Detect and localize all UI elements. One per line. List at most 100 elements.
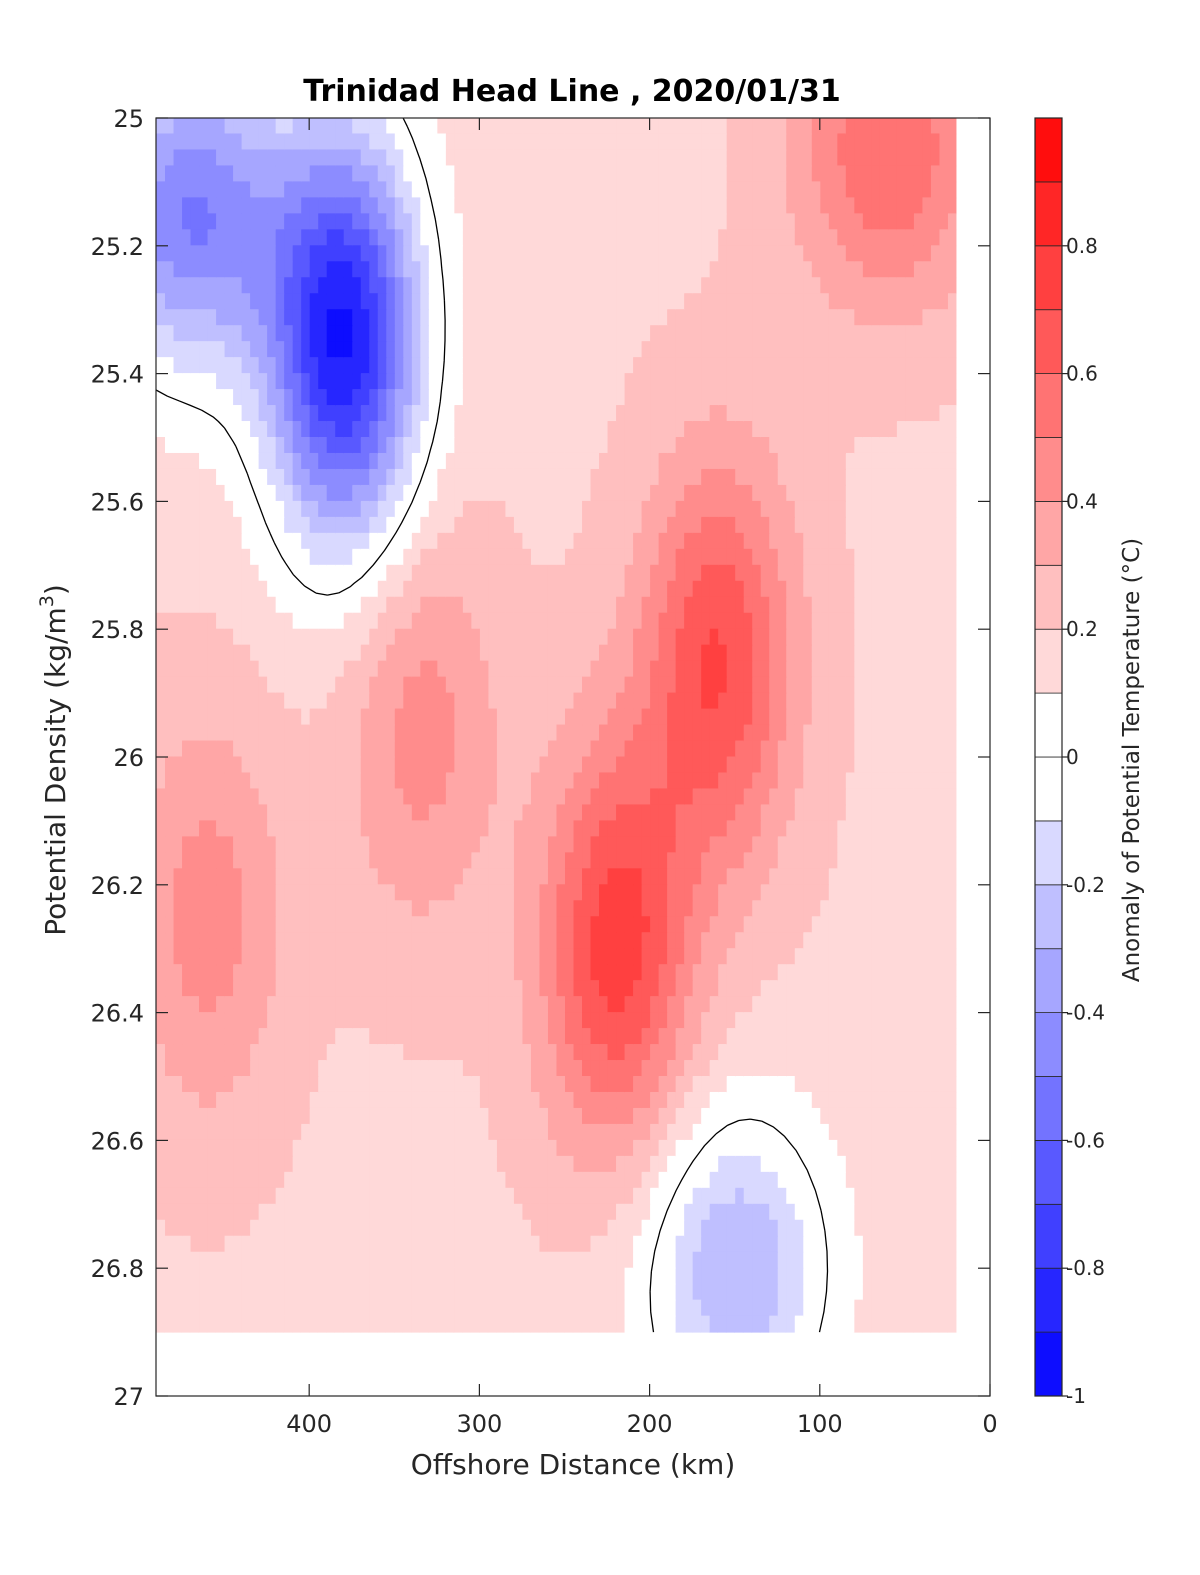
field-cell <box>632 1283 642 1301</box>
field-cell <box>487 692 497 710</box>
field-cell <box>870 772 880 790</box>
field-cell <box>946 532 957 550</box>
field-cell <box>725 1076 736 1093</box>
field-cell <box>504 804 514 822</box>
field-cell <box>512 692 523 710</box>
field-cell <box>444 277 455 295</box>
field-cell <box>487 468 497 486</box>
field-cell <box>504 181 514 199</box>
field-cell <box>725 948 736 966</box>
field-cell <box>546 820 557 838</box>
field-cell <box>751 181 761 199</box>
field-cell <box>836 548 846 566</box>
field-cell <box>555 165 565 183</box>
field-cell <box>861 948 872 966</box>
field-cell <box>717 1107 727 1125</box>
field-cell <box>529 1267 540 1285</box>
field-cell <box>606 1235 617 1253</box>
field-cell <box>615 341 625 359</box>
field-cell <box>853 532 863 550</box>
field-cell <box>615 1267 625 1285</box>
field-cell <box>700 437 710 454</box>
field-cell <box>938 293 948 311</box>
field-cell <box>478 628 489 646</box>
field-cell <box>785 197 795 215</box>
field-cell <box>521 1171 531 1189</box>
field-cell <box>623 1315 634 1333</box>
field-cell <box>674 756 685 774</box>
field-cell <box>487 1091 497 1109</box>
field-cell <box>844 1315 855 1333</box>
field-cell <box>546 1028 557 1046</box>
field-cell <box>495 277 506 295</box>
field-cell <box>844 900 855 918</box>
field-cell <box>683 580 693 598</box>
field-cell <box>623 389 634 407</box>
field-cell <box>895 900 906 918</box>
field-cell <box>904 1123 914 1141</box>
field-cell <box>759 1139 770 1157</box>
temperature-anomaly-field <box>156 118 957 1333</box>
field-cell <box>768 197 778 215</box>
field-cell <box>895 133 906 151</box>
field-cell <box>495 948 506 966</box>
field-cell <box>657 996 668 1014</box>
field-cell <box>436 325 446 343</box>
field-cell <box>844 1267 855 1285</box>
field-cell <box>802 868 812 886</box>
field-cell <box>674 1267 685 1285</box>
field-cell <box>674 820 685 838</box>
field-cell <box>649 229 659 247</box>
field-cell <box>419 644 429 662</box>
field-cell <box>827 213 838 231</box>
field-cell <box>555 277 565 295</box>
field-cell <box>615 596 625 614</box>
field-cell <box>742 676 753 694</box>
field-cell <box>683 548 693 566</box>
field-cell <box>632 452 642 470</box>
field-cell <box>725 452 736 470</box>
field-cell <box>768 468 778 486</box>
field-cell <box>606 468 617 486</box>
field-cell <box>436 548 446 566</box>
field-cell <box>810 452 821 470</box>
field-cell <box>844 948 855 966</box>
field-cell <box>615 708 625 726</box>
field-cell <box>904 1076 914 1093</box>
field-cell <box>555 516 565 534</box>
field-cell <box>853 628 863 646</box>
field-cell <box>768 1299 778 1317</box>
field-cell <box>734 612 744 630</box>
field-cell <box>512 1267 523 1285</box>
field-cell <box>495 421 506 438</box>
field-cell <box>649 836 659 854</box>
field-cell <box>453 500 463 518</box>
field-cell <box>470 1283 480 1301</box>
field-cell <box>725 628 736 646</box>
field-cell <box>504 1076 514 1093</box>
field-cell <box>734 644 744 662</box>
field-cell <box>563 916 574 934</box>
field-cell <box>504 628 514 646</box>
field-cell <box>734 149 744 167</box>
field-cell <box>853 836 863 854</box>
field-cell <box>717 437 727 454</box>
field-cell <box>436 500 446 518</box>
field-cell <box>563 1155 574 1173</box>
field-cell <box>402 452 412 470</box>
field-cell <box>563 804 574 822</box>
field-cell <box>793 421 804 438</box>
field-cell <box>649 149 659 167</box>
field-cell <box>844 229 855 247</box>
field-cell <box>802 1107 812 1125</box>
field-cell <box>844 133 855 151</box>
field-cell <box>853 788 863 806</box>
field-cell <box>904 980 914 998</box>
field-cell <box>444 1076 455 1093</box>
field-cell <box>929 820 940 838</box>
field-cell <box>495 1315 506 1333</box>
field-cell <box>870 820 880 838</box>
field-cell <box>504 1315 514 1333</box>
field-cell <box>666 1123 676 1141</box>
field-cell <box>606 149 617 167</box>
